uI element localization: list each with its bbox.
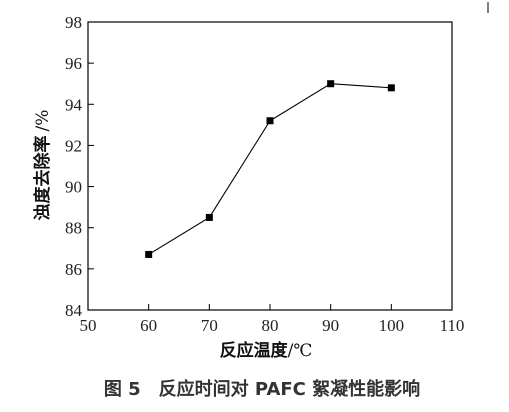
data-point bbox=[145, 250, 153, 258]
x-tick-label: 70 bbox=[201, 316, 218, 335]
y-axis: 84 86 88 90 92 94 96 98 bbox=[65, 13, 94, 320]
x-tick-label: 80 bbox=[262, 316, 279, 335]
x-tick-label: 60 bbox=[140, 316, 157, 335]
y-tick-label: 88 bbox=[65, 219, 82, 238]
x-tick-label: 100 bbox=[379, 316, 405, 335]
x-tick-label: 50 bbox=[80, 316, 97, 335]
y-tick-label: 86 bbox=[65, 260, 82, 279]
y-tick-label: 90 bbox=[65, 178, 82, 197]
data-point bbox=[327, 80, 335, 88]
y-tick-label: 96 bbox=[65, 54, 82, 73]
y-tick-label: 98 bbox=[65, 13, 82, 32]
x-axis: 50 60 70 80 90 100 110 bbox=[80, 304, 465, 335]
series bbox=[145, 80, 395, 258]
y-tick-label: 94 bbox=[65, 95, 83, 114]
series-line bbox=[148, 83, 392, 255]
x-axis-title: 反应温度/℃ bbox=[220, 340, 313, 361]
y-tick-label: 92 bbox=[65, 136, 82, 155]
x-tick-label: 90 bbox=[322, 316, 339, 335]
figure-caption: 图 5 反应时间对 PAFC 絮凝性能影响 bbox=[104, 378, 420, 400]
x-tick-label: 110 bbox=[440, 316, 465, 335]
plot-frame bbox=[87, 21, 453, 311]
data-point bbox=[387, 84, 395, 92]
y-axis-title: 浊度去除率/% bbox=[32, 110, 53, 221]
data-point bbox=[266, 117, 274, 125]
data-point bbox=[205, 213, 213, 221]
y-tick-label: 84 bbox=[65, 301, 83, 320]
plot-area bbox=[87, 21, 453, 311]
